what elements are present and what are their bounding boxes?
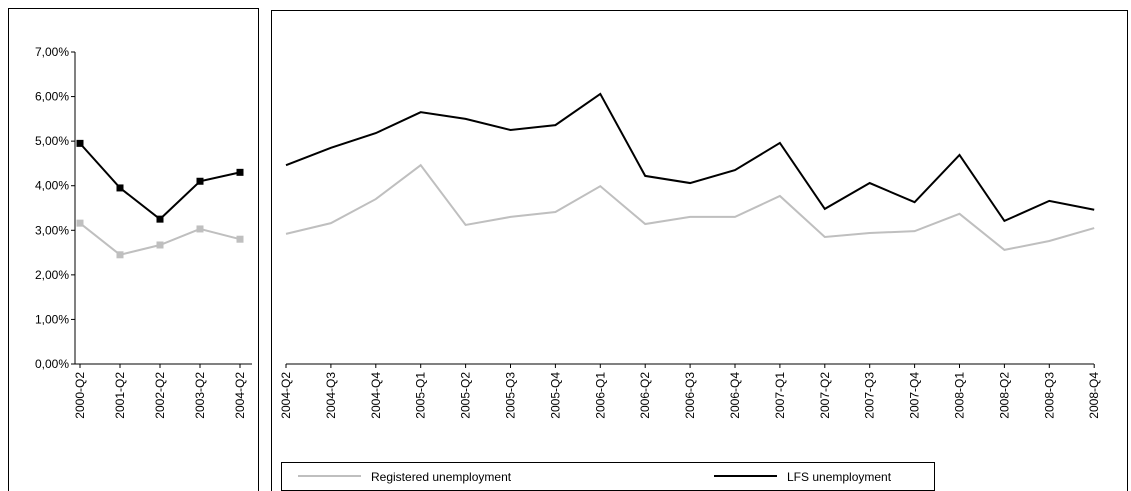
series-line: [285, 92, 1095, 223]
legend-box: [281, 462, 935, 491]
x-tick-label: 2002-Q2: [153, 372, 167, 419]
x-tick-label: 2008-Q3: [1042, 372, 1056, 419]
legend-label: LFS unemployment: [787, 470, 892, 484]
x-tick-label: 2006-Q3: [683, 372, 697, 419]
x-tick-label: 2005-Q1: [414, 372, 428, 419]
x-tick-label: 2007-Q4: [908, 372, 922, 419]
x-tick-label: 2005-Q4: [548, 372, 562, 419]
x-tick-label: 2001-Q2: [113, 372, 127, 419]
y-tick-label: 0,00%: [35, 357, 69, 371]
point-marker: [196, 177, 204, 185]
x-tick-label: 2000-Q2: [73, 372, 87, 419]
x-tick-label: 2008-Q2: [997, 372, 1011, 419]
x-tick-label: 2003-Q2: [193, 372, 207, 419]
point-marker: [236, 168, 244, 176]
point-marker: [236, 235, 244, 243]
x-tick-label: 2005-Q3: [504, 372, 518, 419]
x-tick-label: 2007-Q1: [773, 372, 787, 419]
y-tick-label: 3,00%: [35, 223, 69, 237]
x-tick-label: 2007-Q2: [818, 372, 832, 419]
x-tick-label: 2008-Q4: [1087, 372, 1101, 419]
point-marker: [116, 184, 124, 192]
x-tick-label: 2006-Q1: [593, 372, 607, 419]
x-tick-label: 2004-Q2: [279, 372, 293, 419]
x-tick-label: 2004-Q2: [233, 372, 247, 419]
y-tick-label: 4,00%: [35, 179, 69, 193]
x-tick-label: 2007-Q3: [863, 372, 877, 419]
point-marker: [116, 251, 124, 259]
legend-label: Registered unemployment: [371, 470, 512, 484]
point-marker: [76, 139, 84, 147]
left-panel: [8, 8, 259, 491]
point-marker: [76, 219, 84, 227]
series-line: [285, 163, 1095, 251]
y-tick-label: 2,00%: [35, 268, 69, 282]
point-marker: [156, 215, 164, 223]
point-marker: [196, 225, 204, 233]
y-tick-label: 7,00%: [35, 45, 69, 59]
x-tick-label: 2005-Q2: [459, 372, 473, 419]
point-marker: [156, 241, 164, 249]
right-panel: [271, 10, 1128, 491]
y-tick-label: 5,00%: [35, 134, 69, 148]
x-tick-label: 2006-Q4: [728, 372, 742, 419]
x-tick-label: 2006-Q2: [638, 372, 652, 419]
x-tick-label: 2004-Q3: [324, 372, 338, 419]
y-tick-label: 1,00%: [35, 312, 69, 326]
y-tick-label: 6,00%: [35, 90, 69, 104]
x-tick-label: 2008-Q1: [953, 372, 967, 419]
x-tick-label: 2004-Q4: [369, 372, 383, 419]
